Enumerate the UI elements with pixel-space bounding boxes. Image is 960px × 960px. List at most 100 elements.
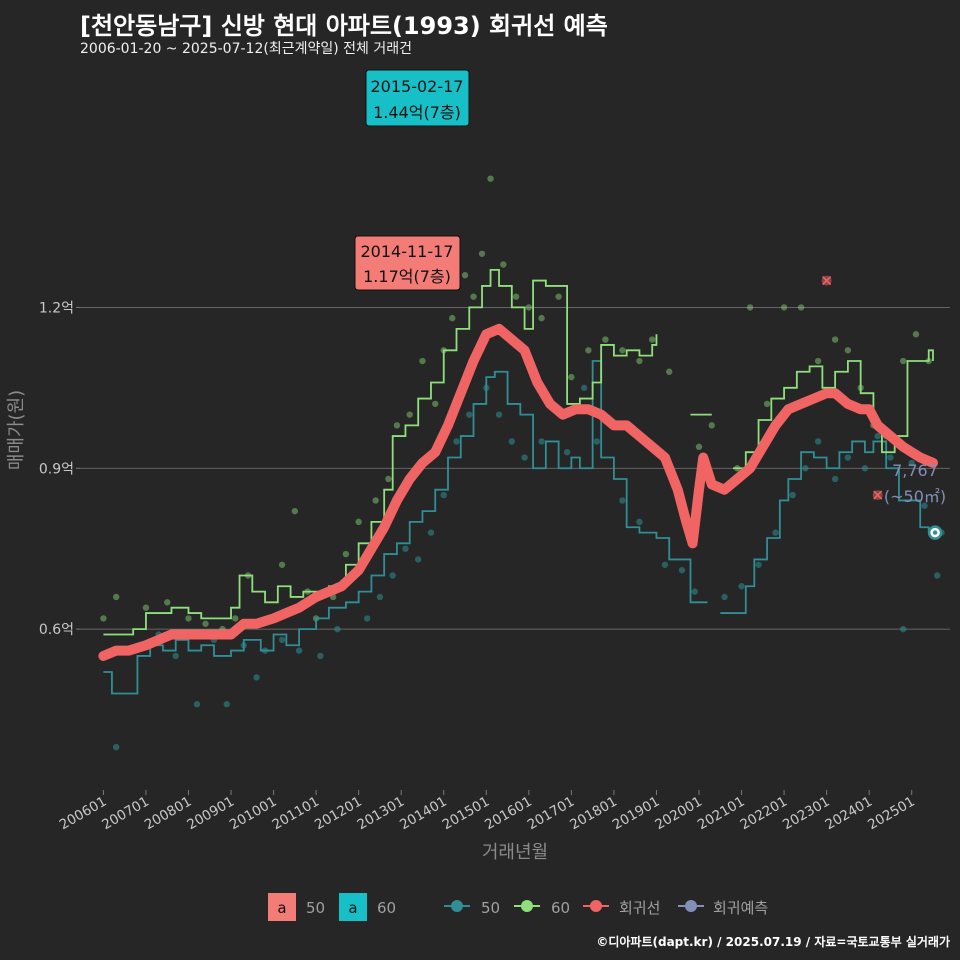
chart-subtitle: 2006-01-20 ~ 2025-07-12(최근계약일) 전체 거래건 bbox=[80, 41, 412, 57]
scatter-point-60 bbox=[649, 336, 656, 343]
x-tick-label: 200601 bbox=[57, 794, 110, 834]
scatter-point-60 bbox=[449, 314, 456, 322]
x-tick-label: 200701 bbox=[99, 794, 152, 834]
scatter-point-60 bbox=[763, 400, 771, 408]
legend-line-forecast-label: 회귀예측 bbox=[713, 899, 768, 917]
scatter-point-50 bbox=[721, 593, 728, 601]
legend: a 50 a 60 50 60 회귀선 회귀예측 bbox=[268, 893, 768, 921]
scatter-point-60 bbox=[393, 422, 401, 429]
scatter-point-50 bbox=[440, 491, 447, 499]
scatter-point-50 bbox=[427, 529, 435, 536]
legend-fill-50-key-text: a bbox=[277, 899, 286, 917]
series-line-50 bbox=[103, 360, 708, 695]
scatter-point-50 bbox=[376, 593, 384, 601]
scatter-point-50 bbox=[831, 475, 839, 483]
footer-credit: ©디아파트(dapt.kr) / 2025.07.19 / 자료=국토교통부 실… bbox=[596, 935, 950, 949]
scatter-point-50 bbox=[861, 465, 869, 472]
scatter-point-60 bbox=[585, 347, 592, 354]
scatter-point-50 bbox=[253, 674, 260, 681]
y-axis-title: 매매가(원) bbox=[6, 390, 27, 470]
scatter-point-60 bbox=[385, 475, 392, 483]
callout-max-50-price: 1.44억(7층) bbox=[373, 103, 461, 122]
line-layer bbox=[98, 268, 938, 695]
scatter-point-60 bbox=[844, 347, 852, 354]
x-tick-label: 202001 bbox=[652, 794, 705, 834]
x-tick-label: 201801 bbox=[567, 794, 620, 834]
outlier-cross bbox=[873, 490, 883, 500]
scatter-point-50 bbox=[874, 432, 881, 440]
scatter-point-60 bbox=[666, 368, 673, 375]
outlier-cross bbox=[822, 276, 832, 286]
x-tick-label: 200801 bbox=[142, 794, 195, 834]
scatter-point-60 bbox=[487, 175, 494, 182]
scatter-point-50 bbox=[112, 743, 120, 751]
scatter-point-50 bbox=[814, 438, 822, 445]
scatter-point-60 bbox=[372, 497, 379, 504]
forecast-value-label: 7,767 bbox=[892, 461, 938, 480]
x-tick-label: 202401 bbox=[823, 794, 876, 834]
grid-layer bbox=[80, 306, 950, 630]
x-tick-label: 201101 bbox=[269, 794, 322, 834]
legend-line-60-label: 60 bbox=[551, 899, 570, 917]
scatter-point-60 bbox=[695, 443, 703, 451]
scatter-point-50 bbox=[466, 411, 473, 418]
scatter-point-60 bbox=[797, 304, 805, 311]
scatter-point-50 bbox=[772, 529, 779, 536]
scatter-point-50 bbox=[453, 438, 460, 445]
scatter-point-60 bbox=[602, 336, 609, 343]
scatter-point-60 bbox=[232, 615, 239, 622]
scatter-point-60 bbox=[406, 411, 413, 418]
scatter-point-60 bbox=[780, 304, 788, 311]
scatter-point-50 bbox=[295, 647, 303, 654]
scatter-point-50 bbox=[619, 497, 626, 504]
x-tick-label: 201001 bbox=[227, 794, 280, 834]
scatter-point-50 bbox=[317, 652, 324, 660]
forecast-point-center bbox=[932, 530, 938, 535]
callout-max-60: 2014-11-17 1.17억(7층) bbox=[354, 235, 461, 291]
x-tick-label: 201301 bbox=[355, 794, 408, 834]
scatter-point-50 bbox=[389, 572, 396, 579]
legend-line-50: 50 bbox=[444, 899, 500, 917]
callout-max-50: 2015-02-17 1.44억(7층) bbox=[365, 69, 470, 127]
x-tick-label: 200901 bbox=[184, 794, 237, 834]
scatter-point-50 bbox=[538, 438, 545, 445]
scatter-point-60 bbox=[525, 304, 533, 311]
x-tick-label: 201501 bbox=[440, 794, 493, 834]
scatter-point-60 bbox=[278, 561, 286, 568]
chart-title: [천안동남구] 신방 현대 아파트(1993) 회귀선 예측 bbox=[80, 12, 608, 40]
scatter-layer bbox=[100, 175, 945, 751]
legend-fill-50: a 50 bbox=[268, 893, 325, 921]
legend-fill-60-key bbox=[339, 893, 367, 921]
scatter-point-50 bbox=[887, 454, 894, 461]
y-tick-label: 1.2억 bbox=[39, 300, 74, 316]
scatter-point-50 bbox=[691, 588, 698, 595]
x-tick-label: 202301 bbox=[780, 794, 833, 834]
scatter-point-60 bbox=[538, 314, 545, 322]
y-tick-label: 0.6억 bbox=[39, 622, 74, 638]
scatter-point-50 bbox=[921, 502, 928, 509]
scatter-point-50 bbox=[636, 518, 643, 526]
scatter-point-60 bbox=[746, 304, 754, 311]
legend-fill-50-key bbox=[268, 893, 296, 921]
scatter-point-60 bbox=[142, 604, 150, 611]
scatter-point-50 bbox=[508, 438, 516, 445]
x-tick-label: 202501 bbox=[865, 794, 918, 834]
x-tick-label: 202101 bbox=[695, 794, 748, 834]
scatter-point-60 bbox=[900, 357, 907, 365]
scatter-point-50 bbox=[278, 636, 286, 644]
scatter-point-60 bbox=[708, 422, 715, 429]
legend-fill-60-key-text: a bbox=[348, 899, 357, 917]
callout-max-60-date: 2014-11-17 bbox=[361, 242, 454, 261]
x-tick-label: 202201 bbox=[737, 794, 790, 834]
scatter-point-60 bbox=[555, 293, 562, 300]
legend-fill-50-label: 50 bbox=[306, 899, 325, 917]
x-tick-label: 201401 bbox=[397, 794, 450, 834]
scatter-point-50 bbox=[580, 384, 588, 392]
scatter-point-50 bbox=[755, 561, 762, 568]
legend-line-50-label: 50 bbox=[481, 899, 500, 917]
scatter-point-60 bbox=[342, 550, 350, 558]
y-tick-label: 0.9억 bbox=[39, 461, 74, 477]
scatter-point-60 bbox=[202, 620, 209, 627]
scatter-point-50 bbox=[789, 491, 796, 499]
legend-line-regression: 회귀선 bbox=[583, 899, 660, 917]
